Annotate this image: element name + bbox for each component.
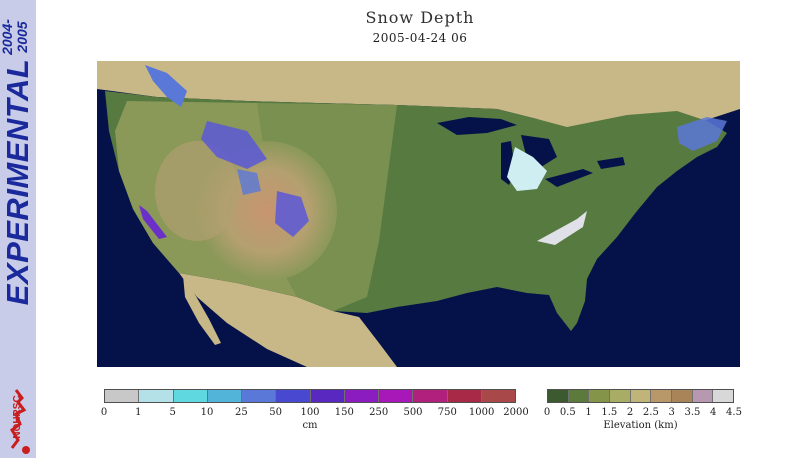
elevation-swatch [713,390,734,402]
snow-depth-tick-label: 50 [269,407,283,418]
snow-northeast [677,117,727,151]
snow-depth-swatch [276,390,311,402]
mexico [179,273,397,367]
elevation-legend [547,389,734,403]
snow-colorado [275,191,309,237]
logo-text: NOHRSC [12,395,23,439]
snow-northern-rockies [201,121,267,169]
snow-depth-tick-label: 0 [100,407,108,418]
snow-utah [237,169,261,195]
elevation-swatch [568,390,590,402]
elevation-swatch [651,390,673,402]
elevation-tick-label: 0.5 [559,407,576,418]
snow-depth-tick-label: 1000 [468,407,495,418]
elevation-tick-label: 2.5 [642,407,659,418]
snow-depth-map[interactable] [97,61,740,367]
elevation-unit: Elevation (km) [603,420,678,431]
snow-depth-swatch [413,390,448,402]
elevation-swatch [692,390,714,402]
lake-superior [437,117,517,135]
elevation-swatch [610,390,631,402]
snow-depth-swatch [379,390,414,402]
snow-ohio-valley [537,211,587,245]
snow-depth-tick-label: 25 [234,407,248,418]
elevation-ticks: 0 0.5 1 1.5 2 2.5 3 3.5 4 4.5 [543,407,742,419]
snow-depth-tick-label: 750 [437,407,457,418]
nohrsc-logo-icon: NOHRSC [2,384,34,456]
snow-depth-unit: cm [302,420,318,431]
snow-depth-tick-label: 150 [334,407,354,418]
elevation-tick-label: 4.5 [726,407,742,418]
snow-depth-legend [104,389,516,403]
snow-depth-tick-label: 2000 [503,407,529,418]
elevation-swatch [630,390,652,402]
lake-ontario [597,157,625,169]
snow-depth-swatch [344,390,379,402]
elevation-tick-label: 4 [710,407,717,418]
snow-depth-swatch [481,390,515,402]
elevation-tick-label: 0 [543,407,551,418]
snow-depth-ticks: 0 1 5 10 25 50 100 150 250 500 750 1000 2000 [100,407,529,419]
snow-depth-swatch [310,390,345,402]
snow-sierra [139,205,167,239]
snow-depth-tick-label: 5 [169,407,176,418]
snow-depth-tick-label: 250 [369,407,389,418]
snow-depth-tick-label: 10 [200,407,214,418]
snow-depth-swatch [447,390,482,402]
elevation-swatch [589,390,611,402]
elevation-tick-label: 1.5 [601,407,618,418]
snow-cascades [145,65,187,107]
snow-michigan [507,147,547,191]
snow-depth-tick-label: 500 [403,407,423,418]
snow-depth-swatch [139,390,174,402]
elevation-tick-label: 2 [626,407,634,418]
snow-depth-swatch [173,390,208,402]
snow-depth-tick-label: 100 [300,407,320,418]
elevation-swatch [672,390,693,402]
elevation-tick-label: 3 [668,407,675,418]
lake-erie [545,169,593,187]
elevation-tick-label: 1 [585,407,592,418]
baja-california [183,275,221,345]
snow-depth-swatch [242,390,277,402]
snow-depth-swatch [207,390,242,402]
map-title: Snow Depth [365,8,475,27]
snow-depth-tick-label: 1 [135,407,142,418]
elevation-swatch [548,390,569,402]
map-datetime: 2005-04-24 06 [372,31,468,45]
map-canvas [97,61,740,367]
elevation-tick-label: 3.5 [684,407,701,418]
experimental-label: EXPERIMENTAL [0,58,35,306]
snow-depth-swatch [105,390,140,402]
sidebar: 2004- 2005 EXPERIMENTAL NOHRSC [0,0,36,458]
great-basin [155,141,239,241]
